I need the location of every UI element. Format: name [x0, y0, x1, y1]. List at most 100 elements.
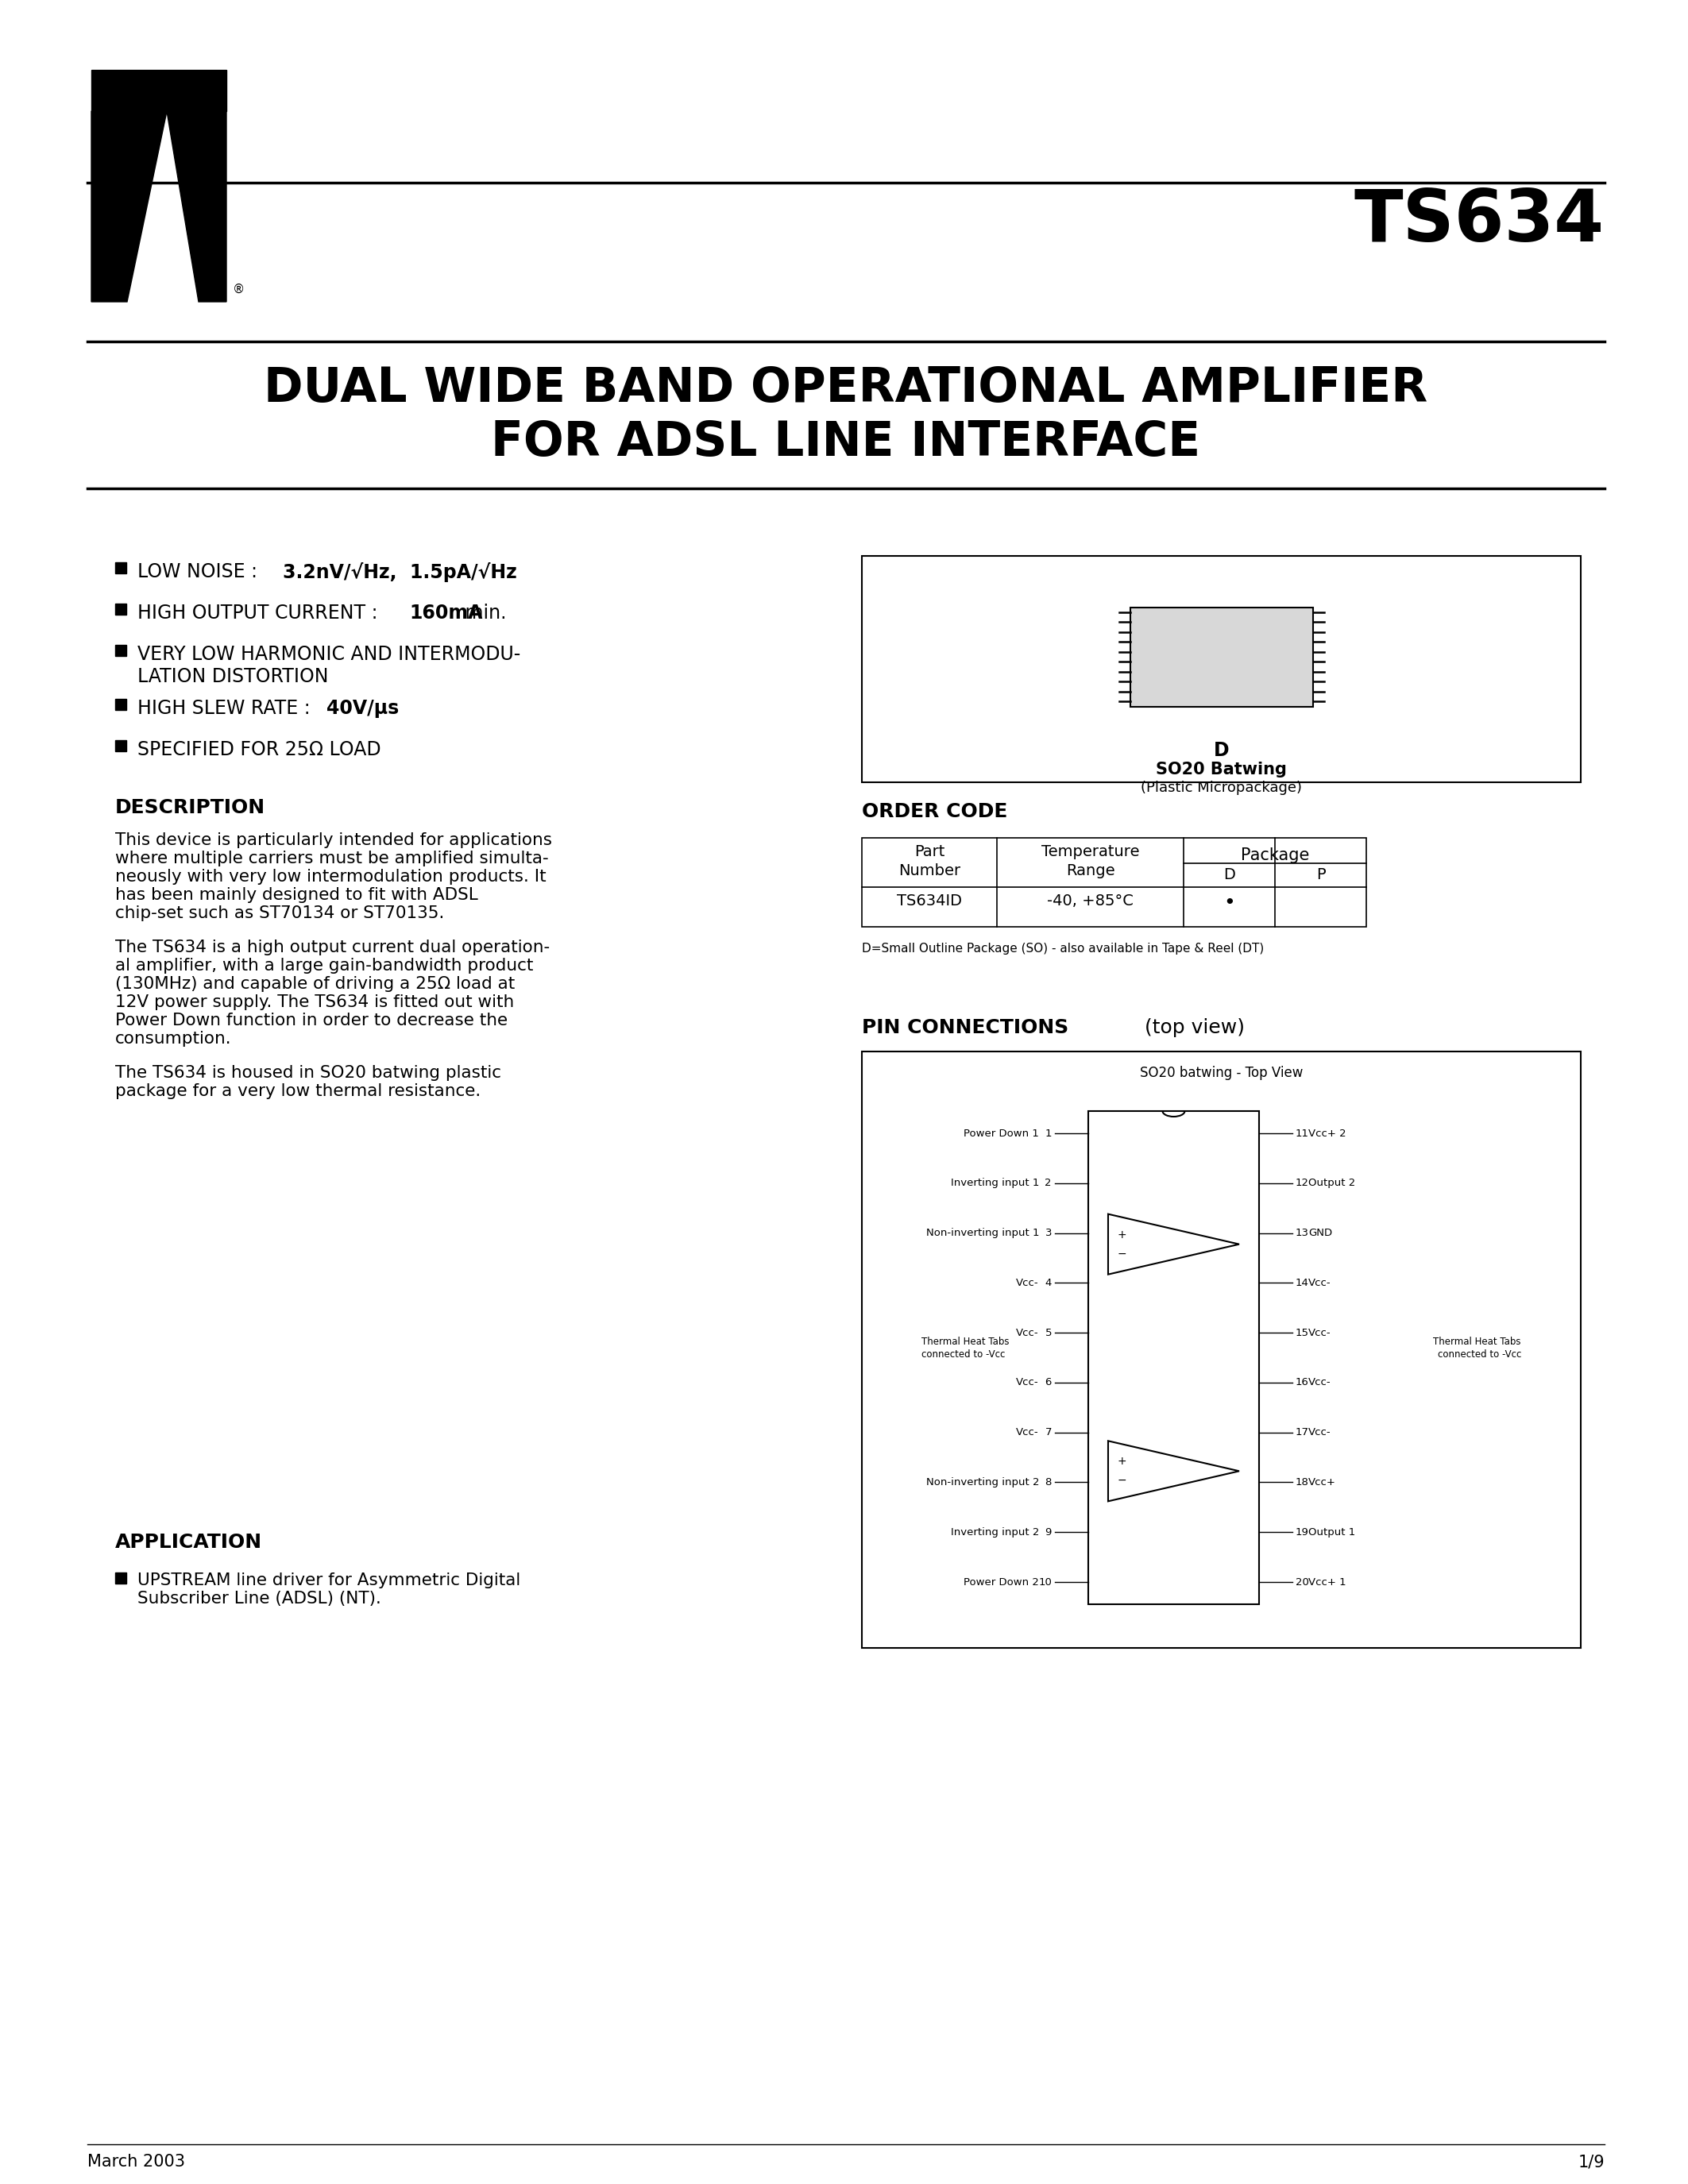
- Text: PIN CONNECTIONS: PIN CONNECTIONS: [863, 1018, 1069, 1037]
- Text: Inverting input 1: Inverting input 1: [950, 1177, 1040, 1188]
- Text: 20: 20: [1296, 1577, 1308, 1588]
- Text: 17: 17: [1296, 1428, 1310, 1437]
- Text: package for a very low thermal resistance.: package for a very low thermal resistanc…: [115, 1083, 481, 1099]
- Text: 2: 2: [1045, 1177, 1052, 1188]
- Text: Power Down function in order to decrease the: Power Down function in order to decrease…: [115, 1013, 508, 1029]
- Text: D: D: [1224, 867, 1236, 882]
- Text: −: −: [1117, 1249, 1126, 1260]
- Polygon shape: [91, 111, 167, 301]
- Bar: [1089, 1112, 1259, 1605]
- Text: 5: 5: [1045, 1328, 1052, 1339]
- Text: 3.2nV/√Hz,  1.5pA/√Hz: 3.2nV/√Hz, 1.5pA/√Hz: [284, 561, 517, 583]
- Text: 13: 13: [1296, 1227, 1310, 1238]
- Text: Inverting input 2: Inverting input 2: [950, 1527, 1040, 1538]
- Text: March 2003: March 2003: [88, 2153, 186, 2169]
- Text: 40V/μs: 40V/μs: [326, 699, 398, 719]
- Text: where multiple carriers must be amplified simulta-: where multiple carriers must be amplifie…: [115, 850, 549, 867]
- Bar: [115, 740, 127, 751]
- Text: D=Small Outline Package (SO) - also available in Tape & Reel (DT): D=Small Outline Package (SO) - also avai…: [863, 943, 1264, 954]
- Text: Package: Package: [1241, 847, 1310, 863]
- Text: LOW NOISE :: LOW NOISE :: [137, 561, 263, 581]
- Text: Vcc-: Vcc-: [1016, 1328, 1040, 1339]
- Text: 12: 12: [1296, 1177, 1310, 1188]
- Text: 14: 14: [1296, 1278, 1308, 1289]
- Text: Vcc+: Vcc+: [1308, 1476, 1335, 1487]
- Text: UPSTREAM line driver for Asymmetric Digital: UPSTREAM line driver for Asymmetric Digi…: [137, 1572, 520, 1588]
- Text: Temperature
Range: Temperature Range: [1041, 845, 1139, 878]
- Text: chip-set such as ST70134 or ST70135.: chip-set such as ST70134 or ST70135.: [115, 906, 444, 922]
- Bar: [115, 561, 127, 574]
- Text: -40, +85°C: -40, +85°C: [1047, 893, 1134, 909]
- Text: TS634: TS634: [1354, 186, 1605, 256]
- Text: 15: 15: [1296, 1328, 1310, 1339]
- Text: This device is particularly intended for applications: This device is particularly intended for…: [115, 832, 552, 847]
- Text: 18: 18: [1296, 1476, 1308, 1487]
- Text: al amplifier, with a large gain-bandwidth product: al amplifier, with a large gain-bandwidt…: [115, 959, 533, 974]
- Text: FOR ADSL LINE INTERFACE: FOR ADSL LINE INTERFACE: [491, 419, 1200, 465]
- Bar: [91, 70, 226, 111]
- Text: SO20 Batwing: SO20 Batwing: [1156, 762, 1286, 778]
- Text: Power Down 1: Power Down 1: [964, 1129, 1040, 1138]
- Text: Vcc+ 2: Vcc+ 2: [1308, 1129, 1345, 1138]
- Text: Vcc-: Vcc-: [1308, 1378, 1332, 1387]
- Text: Vcc+ 1: Vcc+ 1: [1308, 1577, 1345, 1588]
- Text: 1/9: 1/9: [1578, 2153, 1605, 2169]
- Text: 7: 7: [1045, 1428, 1052, 1437]
- Text: consumption.: consumption.: [115, 1031, 231, 1046]
- Bar: [115, 603, 127, 614]
- Text: +: +: [1117, 1457, 1126, 1468]
- Text: Non-inverting input 2: Non-inverting input 2: [925, 1476, 1040, 1487]
- Text: −: −: [1117, 1474, 1126, 1485]
- Text: Power Down 2: Power Down 2: [964, 1577, 1040, 1588]
- Text: 12V power supply. The TS634 is fitted out with: 12V power supply. The TS634 is fitted ou…: [115, 994, 515, 1011]
- Text: Vcc-: Vcc-: [1016, 1428, 1040, 1437]
- Text: min.: min.: [459, 603, 506, 622]
- Text: APPLICATION: APPLICATION: [115, 1533, 262, 1553]
- Text: 16: 16: [1296, 1378, 1308, 1387]
- Text: +: +: [1117, 1230, 1126, 1241]
- Text: GND: GND: [1308, 1227, 1332, 1238]
- Text: P: P: [1317, 867, 1325, 882]
- Text: SO20 batwing - Top View: SO20 batwing - Top View: [1139, 1066, 1303, 1081]
- Text: 160mA: 160mA: [408, 603, 483, 622]
- Text: (top view): (top view): [1138, 1018, 1244, 1037]
- Text: Non-inverting input 1: Non-inverting input 1: [925, 1227, 1040, 1238]
- Text: SPECIFIED FOR 25Ω LOAD: SPECIFIED FOR 25Ω LOAD: [137, 740, 381, 760]
- Text: (Plastic Micropackage): (Plastic Micropackage): [1141, 780, 1301, 795]
- Text: Vcc-: Vcc-: [1308, 1278, 1332, 1289]
- Text: HIGH SLEW RATE :: HIGH SLEW RATE :: [137, 699, 316, 719]
- Text: Vcc-: Vcc-: [1016, 1378, 1040, 1387]
- Text: 1: 1: [1045, 1129, 1052, 1138]
- Text: DUAL WIDE BAND OPERATIONAL AMPLIFIER: DUAL WIDE BAND OPERATIONAL AMPLIFIER: [263, 365, 1428, 413]
- Text: The TS634 is housed in SO20 batwing plastic: The TS634 is housed in SO20 batwing plas…: [115, 1066, 501, 1081]
- Bar: [115, 699, 127, 710]
- Text: neously with very low intermodulation products. It: neously with very low intermodulation pr…: [115, 869, 547, 885]
- Text: (130MHz) and capable of driving a 25Ω load at: (130MHz) and capable of driving a 25Ω lo…: [115, 976, 515, 992]
- Text: Output 2: Output 2: [1308, 1177, 1355, 1188]
- Text: 6: 6: [1045, 1378, 1052, 1387]
- Bar: [863, 557, 1580, 782]
- Text: VERY LOW HARMONIC AND INTERMODU-: VERY LOW HARMONIC AND INTERMODU-: [137, 644, 520, 664]
- Text: 3: 3: [1045, 1227, 1052, 1238]
- Text: Output 1: Output 1: [1308, 1527, 1355, 1538]
- Text: 19: 19: [1296, 1527, 1308, 1538]
- Bar: [1129, 607, 1313, 705]
- Text: DESCRIPTION: DESCRIPTION: [115, 797, 265, 817]
- Text: Part
Number: Part Number: [898, 845, 960, 878]
- Text: •: •: [1224, 893, 1236, 913]
- Bar: [115, 1572, 127, 1583]
- Text: 8: 8: [1045, 1476, 1052, 1487]
- Text: 4: 4: [1045, 1278, 1052, 1289]
- Bar: [863, 839, 1366, 926]
- Text: Vcc-: Vcc-: [1308, 1328, 1332, 1339]
- Text: 10: 10: [1038, 1577, 1052, 1588]
- Bar: [115, 644, 127, 655]
- Text: Thermal Heat Tabs
connected to -Vcc: Thermal Heat Tabs connected to -Vcc: [922, 1337, 1009, 1358]
- Text: HIGH OUTPUT CURRENT :: HIGH OUTPUT CURRENT :: [137, 603, 383, 622]
- Text: The TS634 is a high output current dual operation-: The TS634 is a high output current dual …: [115, 939, 550, 954]
- Text: Vcc-: Vcc-: [1016, 1278, 1040, 1289]
- Text: has been mainly designed to fit with ADSL: has been mainly designed to fit with ADS…: [115, 887, 478, 902]
- Text: Subscriber Line (ADSL) (NT).: Subscriber Line (ADSL) (NT).: [137, 1590, 381, 1607]
- Text: LATION DISTORTION: LATION DISTORTION: [137, 666, 329, 686]
- Text: D: D: [1214, 740, 1229, 760]
